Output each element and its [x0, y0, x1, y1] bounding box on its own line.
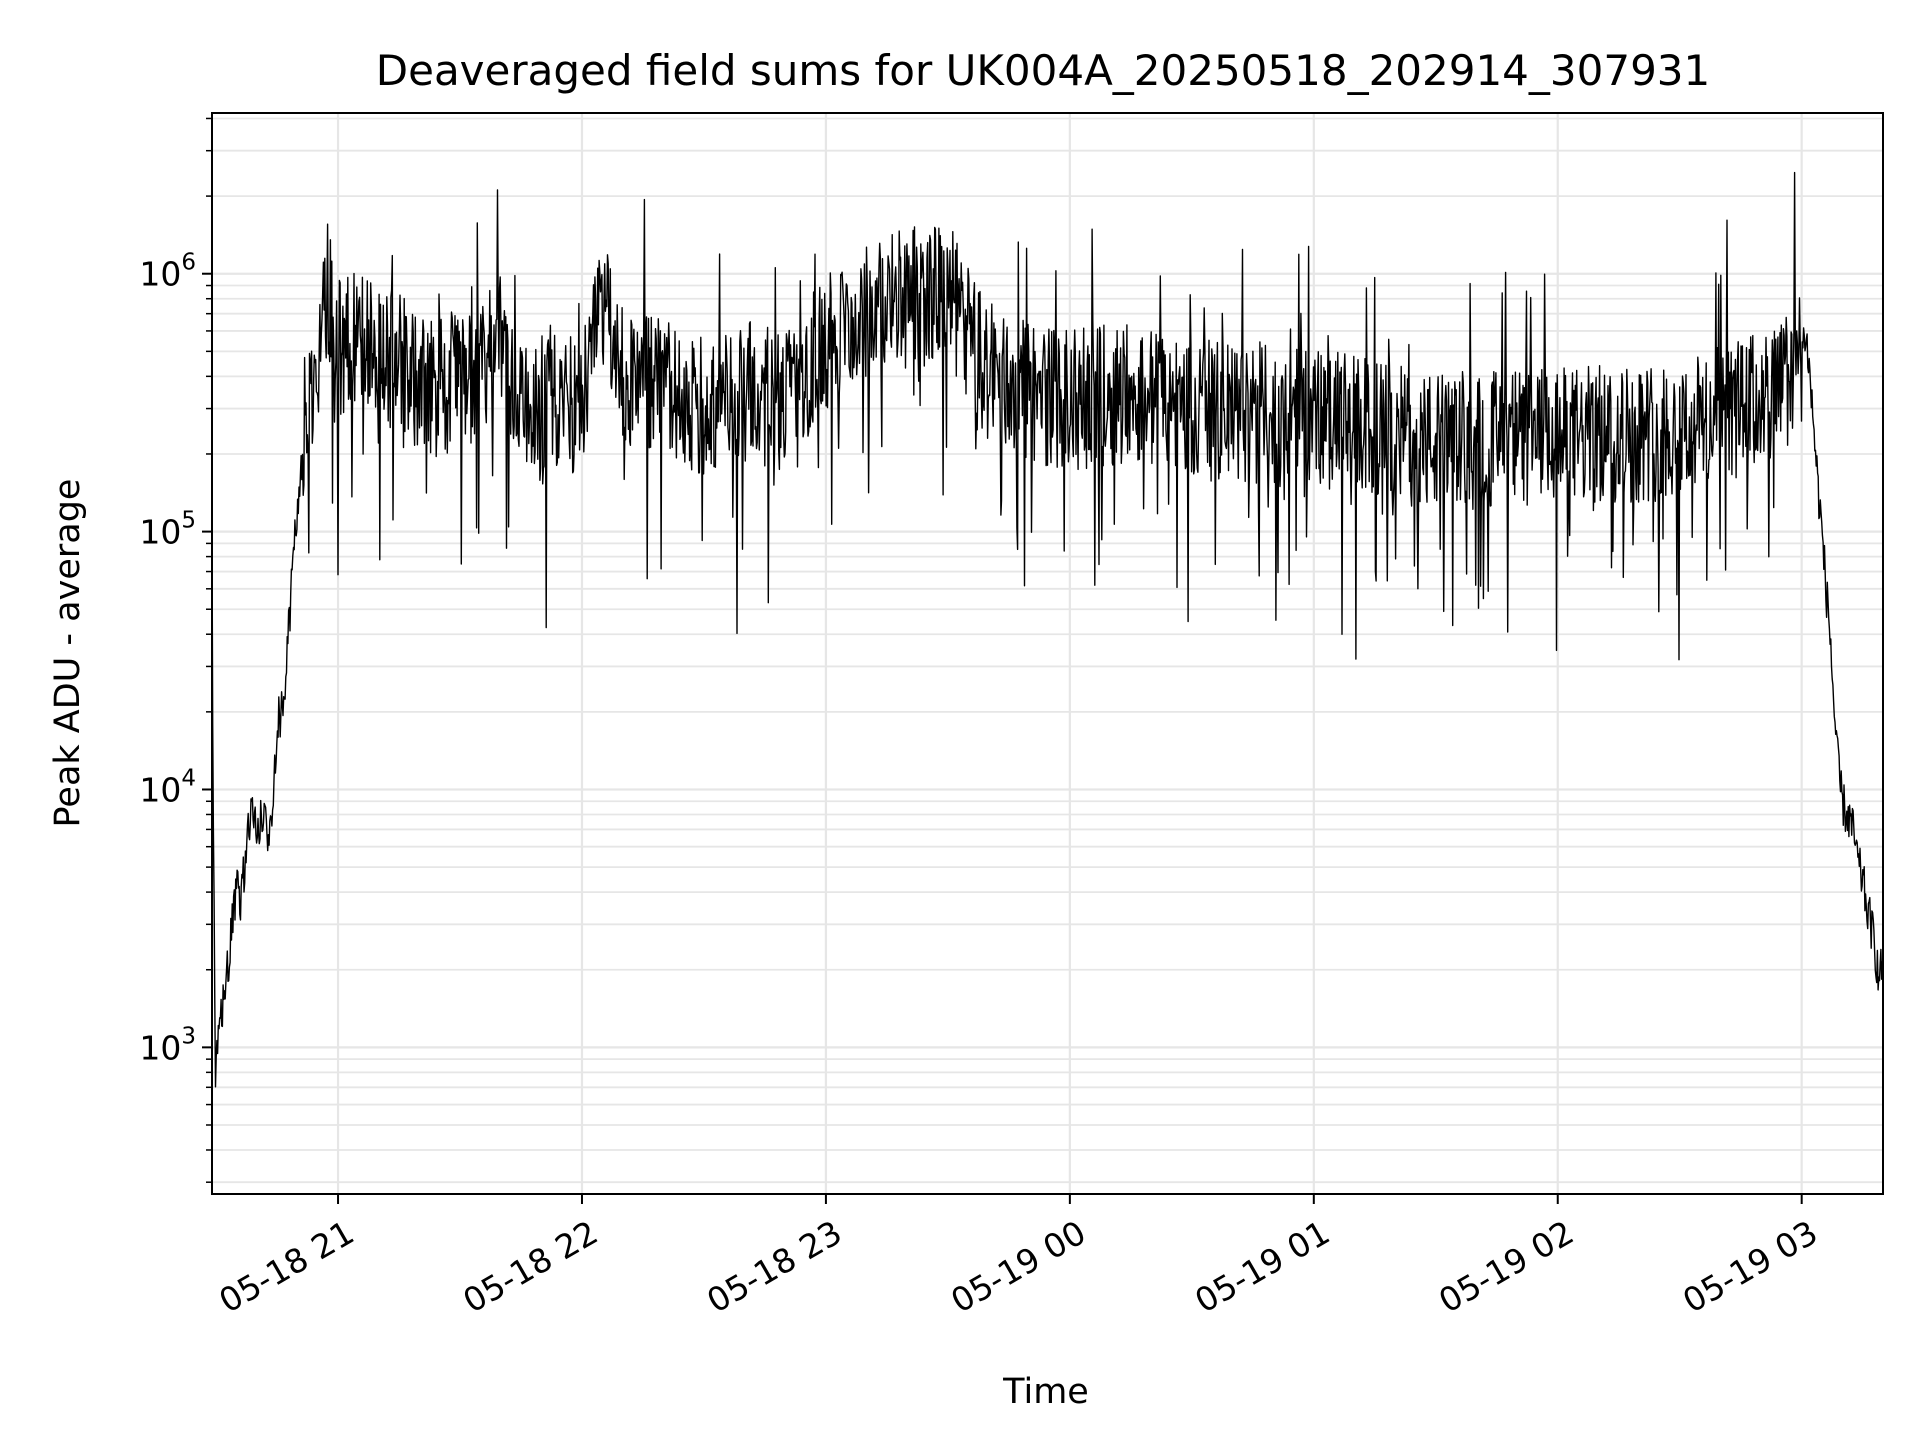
y-tick-label: 105	[139, 508, 196, 552]
x-axis-label: Time	[1002, 1372, 1089, 1412]
y-tick-exponent: 4	[181, 765, 196, 791]
y-tick-label: 103	[139, 1023, 196, 1067]
x-tick-label: 05-19 03	[1676, 1213, 1824, 1321]
series-line-0	[211, 171, 1884, 1088]
x-tick-label: 05-19 00	[944, 1213, 1092, 1321]
y-tick-label: 104	[139, 765, 196, 809]
plot-frame	[211, 112, 1884, 1195]
grid	[212, 113, 1883, 1194]
x-tick-label: 05-19 01	[1188, 1213, 1336, 1321]
y-tick-base: 10	[139, 1028, 181, 1067]
x-tick-label: 05-18 22	[456, 1213, 604, 1321]
y-tick-label: 106	[139, 250, 196, 294]
y-tick-base: 10	[139, 770, 181, 809]
y-tick-base: 10	[139, 255, 181, 294]
chart-title: Deaveraged field sums for UK004A_2025051…	[376, 46, 1710, 95]
data-lines	[211, 171, 1884, 1088]
x-tick-label: 05-19 02	[1432, 1213, 1580, 1321]
y-tick-base: 10	[139, 513, 181, 552]
y-tick-exponent: 5	[181, 508, 196, 534]
x-tick-label: 05-18 21	[212, 1213, 360, 1321]
y-axis-label: Peak ADU - average	[48, 479, 88, 828]
y-tick-exponent: 6	[181, 250, 196, 276]
x-tick-label: 05-18 23	[700, 1213, 848, 1321]
y-tick-exponent: 3	[181, 1023, 196, 1049]
